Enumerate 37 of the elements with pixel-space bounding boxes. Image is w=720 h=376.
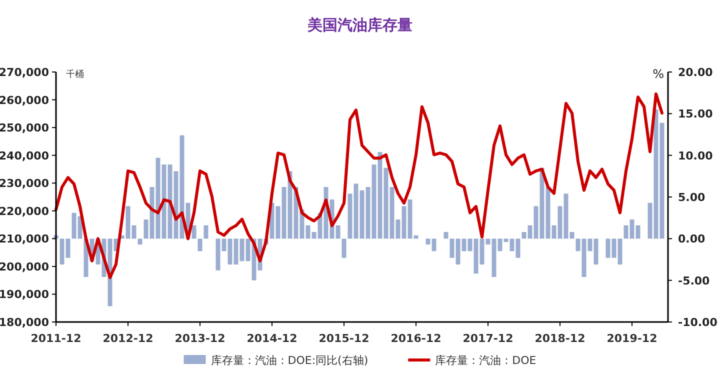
y2-tick-label: 0.00 (678, 232, 706, 246)
y2-tick-label: 20.00 (678, 66, 714, 79)
y-tick-label: 230,000 (0, 177, 50, 190)
y-tick-label: 210,000 (0, 232, 50, 246)
bar (444, 232, 448, 239)
x-tick-label: 2015-12 (318, 332, 370, 345)
x-tick-label: 2016-12 (390, 332, 442, 345)
y2-tick-label: 5.00 (678, 191, 706, 204)
x-tick-label: 2014-12 (246, 332, 298, 345)
y-tick-label: 260,000 (0, 94, 50, 107)
x-tick-label: 2019-12 (606, 332, 658, 345)
y-tick-label: 220,000 (0, 204, 50, 218)
bar (204, 225, 208, 239)
legend-label: 库存量：汽油：DOE:同比(右轴) (210, 354, 368, 367)
legend-label: 库存量：汽油：DOE (435, 354, 536, 367)
y-tick-label: 200,000 (0, 260, 50, 274)
y2-tick-label: -5.00 (678, 274, 710, 288)
x-tick-label: 2013-12 (174, 332, 226, 345)
y-tick-label: 240,000 (0, 149, 50, 162)
y-tick-label: 180,000 (0, 316, 50, 329)
x-tick-label: 2017-12 (462, 332, 514, 345)
y2-tick-label: -10.00 (678, 316, 718, 329)
chart-title: 美国汽油库存量 (306, 16, 412, 34)
bar (342, 238, 346, 258)
x-tick-label: 2012-12 (102, 332, 154, 345)
x-tick-label: 2011-12 (30, 332, 82, 345)
bar (198, 238, 202, 252)
y-tick-label: 250,000 (0, 122, 50, 135)
y-tick-label: 190,000 (0, 288, 50, 302)
y-tick-label: 270,000 (0, 66, 50, 79)
bar (138, 238, 142, 244)
y2-axis-title: % (652, 67, 664, 81)
y2-tick-label: 15.00 (678, 108, 714, 121)
y-axis-title: 千桶 (66, 69, 84, 80)
y2-tick-label: 10.00 (678, 149, 714, 162)
line-series (54, 92, 664, 280)
x-tick-label: 2018-12 (534, 332, 586, 345)
